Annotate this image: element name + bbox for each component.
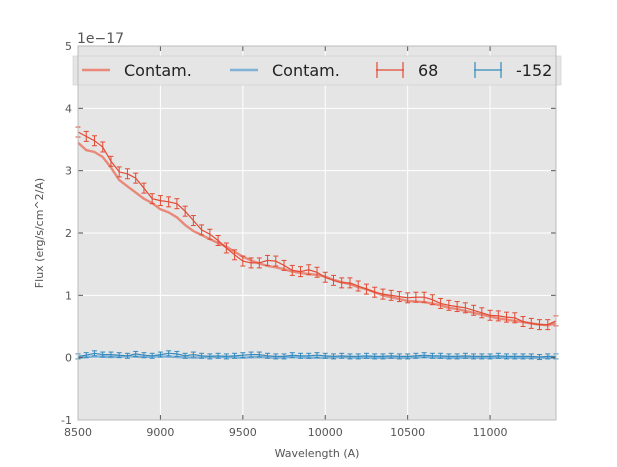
y-offset-label: 1e−17 [77, 31, 124, 47]
legend-item-2: 68 [376, 61, 438, 80]
x-tick-label: 10000 [308, 426, 343, 439]
legend-label: Contam. [124, 61, 192, 80]
legend-label: Contam. [272, 61, 340, 80]
plot-frame [77, 45, 557, 421]
legend-label: 68 [418, 61, 438, 80]
y-tick-label: 5 [65, 40, 72, 53]
x-tick-label: 8500 [64, 426, 92, 439]
x-tick-label: 9500 [229, 426, 257, 439]
y-tick-label: 4 [65, 102, 72, 115]
legend-item-3: -152 [474, 61, 552, 80]
y-tick-label: 0 [65, 352, 72, 365]
y-tick-label: 1 [65, 289, 72, 302]
y-axis-label: Flux (erg/s/cm^2/A) [33, 178, 46, 288]
series-layer [75, 126, 559, 361]
legend-item-0: Contam. [82, 61, 192, 80]
legend-label: -152 [516, 61, 552, 80]
x-axis-label: Wavelength (A) [275, 447, 360, 460]
y-tick-label: -1 [61, 414, 72, 427]
x-tick-label: 9000 [146, 426, 174, 439]
legend: Contam. Contam. 68 -152 [72, 55, 562, 86]
legend-item-1: Contam. [230, 61, 340, 80]
x-tick-label: 11000 [473, 426, 508, 439]
y-tick-label: 2 [65, 227, 72, 240]
axis-ticks: 8500 9000 9500 10000 10500 11000 -1 0 1 2 3 4 5 [61, 40, 556, 439]
series-2 [75, 126, 559, 331]
y-tick-label: 3 [65, 165, 72, 178]
x-tick-label: 10500 [390, 426, 425, 439]
